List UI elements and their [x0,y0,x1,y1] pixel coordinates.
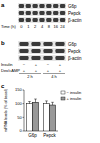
condition-value: + [47,68,50,73]
blot-band [46,18,51,22]
error-cap [28,101,31,102]
blot-band [31,49,40,53]
blot-band [43,56,52,60]
legend-swatch [61,91,65,94]
condition-value: 0 [20,24,23,29]
blot-band [39,11,44,15]
blot-strip [18,41,66,47]
bars [27,99,56,131]
bar [33,102,39,131]
blot-strip [18,3,66,9]
row-label: β-actin [68,18,82,23]
condition-value: + [35,68,38,73]
blot-band [19,42,28,46]
condition-value: + [59,68,62,73]
blot-band [39,18,44,22]
figure: aG6pPepckβ-actinTime (h)012481624bG6pPep… [0,0,100,143]
blot-band [46,4,51,8]
blot-band [19,11,24,15]
condition-value: 8 [48,24,51,29]
blot-band [19,18,24,22]
blot-band [19,49,28,53]
blot-band [43,42,52,46]
blot-band [26,18,31,22]
blot-band [55,42,64,46]
y-tick [23,117,25,118]
blot-band [60,11,65,15]
row-label: β-actin [68,56,82,61]
blot-band [55,56,64,60]
error-cap [51,102,54,103]
blot-band [53,4,58,8]
row-label: Pepck [68,11,81,16]
blot-band [46,11,51,15]
y-axis-title: mRNA levels (% of basal) [4,88,8,132]
condition-value: 1 [27,24,30,29]
error-cap [45,100,48,101]
row-label: G6p [68,4,77,9]
y-tick [23,131,25,132]
y-tick-label: 50 [17,115,22,120]
condition-value: + [35,62,38,67]
blot-strip [18,55,66,61]
blot-band [26,4,31,8]
blot-band [60,18,65,22]
y-tick-label: 0 [20,128,23,133]
y-tick-label: 150 [15,87,22,92]
blot-band [33,4,38,8]
error-bar [35,99,36,102]
blot-band [19,4,24,8]
blot-band [43,49,52,53]
group-label: 4 h [51,74,57,79]
row-label: Pepck [68,49,81,54]
legend-label: − insulin [67,90,82,95]
panel-label: b [1,40,5,46]
blot-strip [18,48,66,54]
condition-value: − [47,62,50,67]
y-tick-label: 100 [15,101,22,106]
blot-band [31,42,40,46]
blot-band [53,18,58,22]
blot-band [55,49,64,53]
condition-value: 24 [60,24,65,29]
condition-value: 2 [34,24,37,29]
panel-label: c [1,83,5,89]
y-axis [24,90,25,131]
condition-label: Insulin [1,62,13,67]
legend-swatch [61,97,65,100]
condition-value: 4 [41,24,44,29]
blot-band [31,56,40,60]
blot-band [26,11,31,15]
blot-band [33,11,38,15]
bar [44,104,50,131]
error-bar [46,101,47,104]
condition-value: + [23,68,26,73]
blot-band [39,4,44,8]
group-label: 2 h [27,74,33,79]
y-tick [23,103,25,104]
error-cap [34,99,37,100]
condition-value: 16 [53,24,58,29]
legend-label: + insulin [67,96,82,101]
x-tick-label: Pepck [43,133,56,138]
blot-band [60,4,65,8]
blot-strip [18,10,66,16]
panel-label: a [1,2,5,8]
bar [50,105,56,131]
row-label: G6p [68,42,77,47]
condition-value: + [59,62,62,67]
blot-band [19,56,28,60]
blot-band [33,18,38,22]
bar [27,104,33,131]
condition-label: Time (h) [1,24,16,29]
condition-value: − [23,62,26,67]
x-tick-label: G6p [28,133,37,138]
y-tick [23,90,25,91]
blot-strip [18,17,66,23]
blot-band [53,11,58,15]
error-bar [29,101,30,103]
error-bar [52,102,53,105]
condition-label: Dex/cAMP [1,68,20,73]
